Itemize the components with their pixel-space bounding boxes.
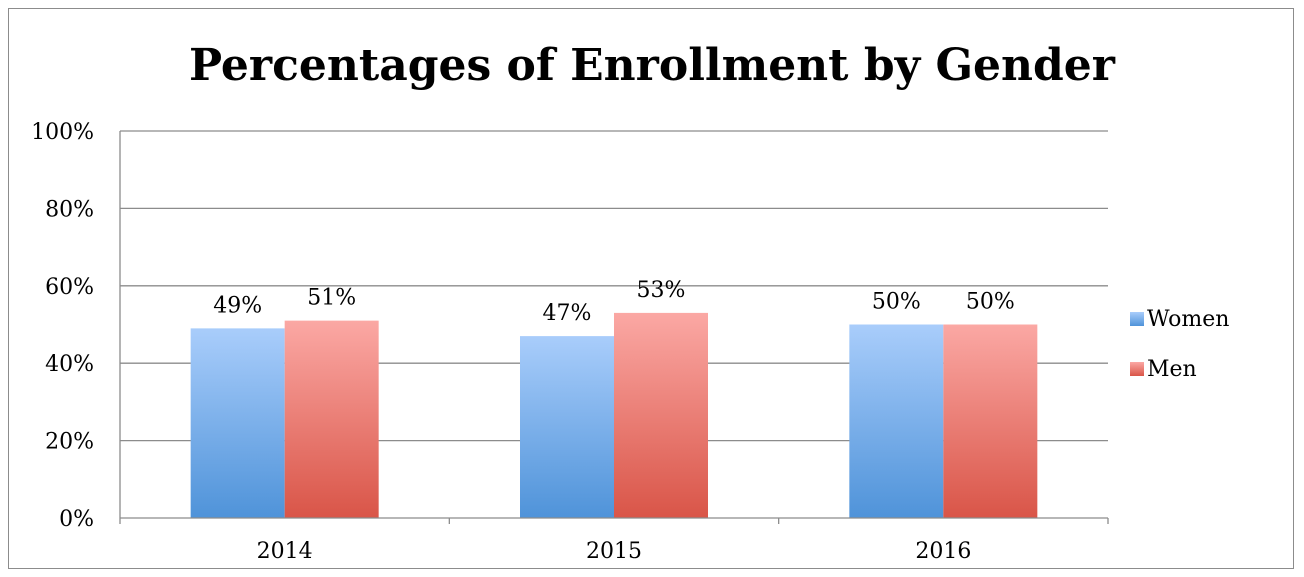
y-tick-label: 20% xyxy=(45,430,94,455)
bar-men-2015 xyxy=(614,312,708,518)
legend: Women Men xyxy=(1130,307,1229,382)
bar-men-2014 xyxy=(284,320,379,518)
bars xyxy=(190,312,1038,518)
chart-title: Percentages of Enrollment by Gender xyxy=(189,40,1115,91)
y-tick-label: 60% xyxy=(45,275,94,300)
bar-women-2016 xyxy=(849,324,944,518)
data-label: 50% xyxy=(872,290,921,315)
data-label: 47% xyxy=(543,301,592,326)
data-label: 50% xyxy=(966,290,1015,315)
axes: 0% 20% 40% 60% 80% 100% 2014 2015 2016 xyxy=(31,120,1109,564)
legend-label-men: Men xyxy=(1147,357,1197,382)
x-tick-label: 2015 xyxy=(586,539,642,564)
y-tick-label: 40% xyxy=(45,352,94,377)
x-tick-label: 2016 xyxy=(915,539,971,564)
y-tick-label: 0% xyxy=(59,507,94,532)
data-label: 49% xyxy=(213,293,262,318)
x-tick-label: 2014 xyxy=(257,539,313,564)
bar-women-2015 xyxy=(520,336,614,518)
data-label: 53% xyxy=(637,278,686,303)
y-tick-label: 100% xyxy=(31,120,94,145)
bar-women-2014 xyxy=(190,328,285,518)
y-tick-label: 80% xyxy=(45,197,94,222)
legend-swatch-men xyxy=(1130,362,1144,376)
data-label: 51% xyxy=(307,286,356,311)
legend-label-women: Women xyxy=(1147,307,1229,332)
legend-swatch-women xyxy=(1130,312,1144,326)
bar-men-2016 xyxy=(943,324,1038,518)
data-labels: 49% 51% 47% 53% 50% 50% xyxy=(213,278,1015,326)
